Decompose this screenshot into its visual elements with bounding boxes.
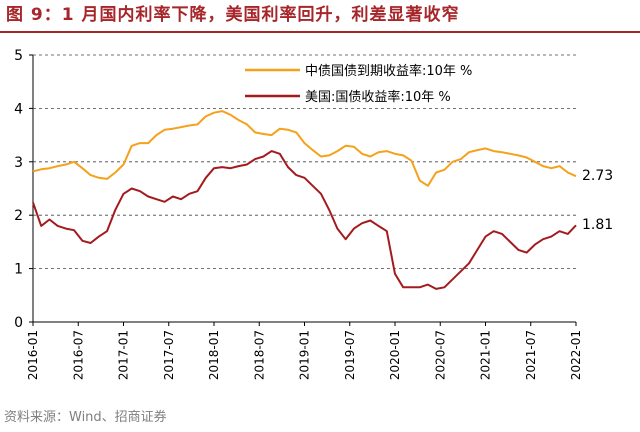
x-tick-label: 2018-07: [252, 330, 266, 380]
y-tick-label: 2: [14, 208, 23, 224]
x-tick-label: 2022-01: [569, 330, 583, 380]
source-note: 资料来源：Wind、招商证券: [4, 410, 167, 425]
x-tick-label: 2020-07: [433, 330, 447, 380]
x-tick-label: 2019-07: [343, 330, 357, 380]
y-tick-label: 3: [14, 155, 23, 171]
y-tick-label: 5: [14, 48, 23, 64]
legend: 中债国债到期收益率:10年 % 美国:国债收益率:10年 %: [245, 63, 472, 105]
legend-label-cn: 中债国债到期收益率:10年 %: [305, 63, 472, 79]
end-label-cn: 2.73: [582, 168, 613, 184]
y-axis-ticks: 0 1 2 3 4 5: [14, 48, 33, 331]
figure-title: 图 9：1 月国内利率下降，美国利率回升，利差显著收窄: [6, 5, 460, 25]
x-tick-label: 2017-01: [117, 330, 131, 380]
series-line-us-10y: [32, 150, 577, 290]
x-tick-label: 2016-07: [71, 330, 85, 380]
x-tick-label: 2019-01: [298, 330, 312, 380]
end-label-us: 1.81: [582, 217, 613, 233]
y-tick-label: 4: [14, 101, 23, 117]
gridlines: [33, 54, 576, 270]
x-axis-ticks: 2016-01 2016-07 2017-01 2017-07 2018-01 2018-…: [26, 322, 583, 380]
y-tick-label: 1: [14, 262, 23, 278]
x-tick-label: 2017-07: [162, 330, 176, 380]
title-divider: [0, 31, 640, 33]
series-line-cn-10y: [32, 110, 577, 187]
x-tick-label: 2016-01: [26, 330, 40, 380]
series-lines: [32, 110, 577, 290]
y-tick-label: 0: [14, 315, 23, 331]
x-tick-label: 2018-01: [207, 330, 221, 380]
x-tick-label: 2021-07: [524, 330, 538, 380]
legend-label-us: 美国:国债收益率:10年 %: [305, 89, 451, 105]
x-tick-label: 2021-01: [479, 330, 493, 380]
x-tick-label: 2020-01: [388, 330, 402, 380]
